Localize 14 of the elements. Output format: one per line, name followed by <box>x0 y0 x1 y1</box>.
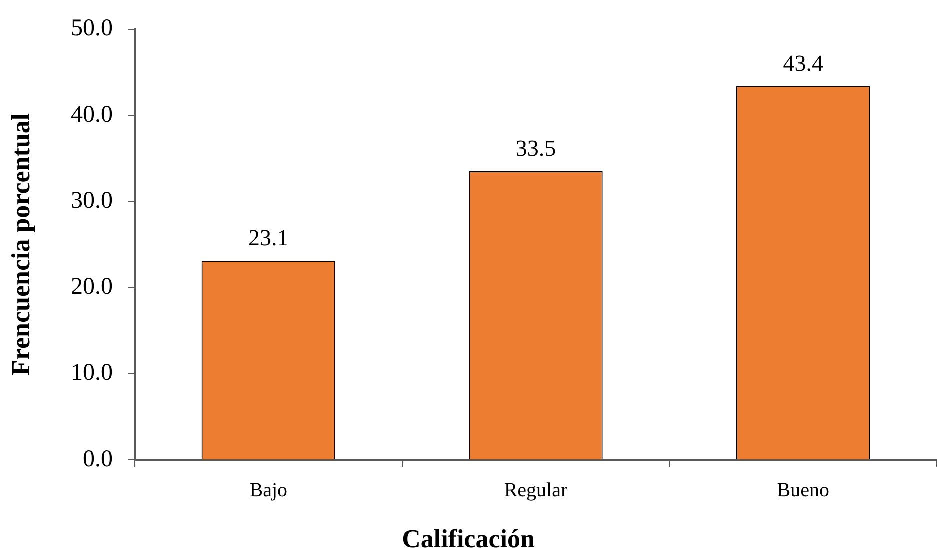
y-tick-label: 30.0 <box>71 188 113 214</box>
y-tick-label: 50.0 <box>71 16 113 42</box>
x-tick-label: Regular <box>504 479 568 502</box>
data-label: 33.5 <box>516 136 556 162</box>
data-label: 23.1 <box>248 226 289 251</box>
y-tick-label: 40.0 <box>71 102 113 128</box>
y-axis-title: Frencuencia porcentual <box>6 113 36 376</box>
x-tick-label: Bueno <box>777 479 830 502</box>
y-tick-label: 10.0 <box>71 360 113 386</box>
y-tick-label: 20.0 <box>71 274 113 300</box>
x-tick-label: Bajo <box>250 479 288 502</box>
x-axis-title: Calificación <box>402 524 536 554</box>
data-label: 43.4 <box>783 50 824 76</box>
y-tick-label: 0.0 <box>83 446 113 472</box>
